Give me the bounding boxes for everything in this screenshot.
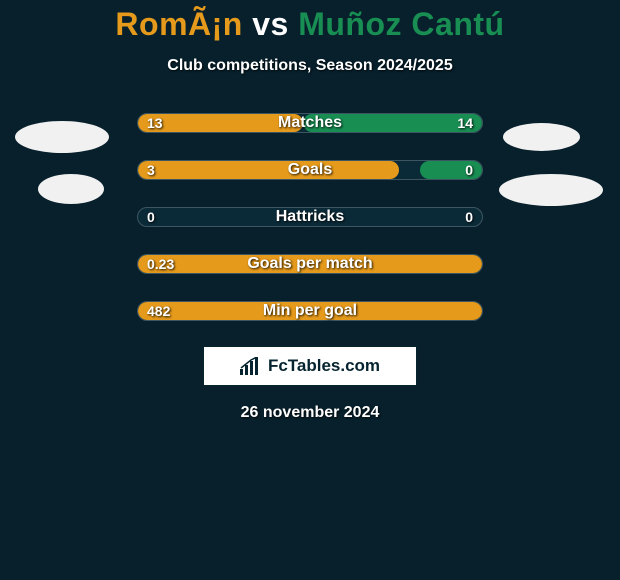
stat-bar-left bbox=[138, 114, 303, 132]
subtitle: Club competitions, Season 2024/2025 bbox=[0, 57, 620, 75]
stat-row: Goals30 bbox=[137, 160, 483, 180]
avatar-placeholder bbox=[499, 174, 603, 206]
avatar-placeholder bbox=[38, 174, 104, 204]
avatar-placeholder bbox=[503, 123, 580, 151]
chart-icon bbox=[240, 357, 262, 375]
stat-row: Matches1314 bbox=[137, 113, 483, 133]
logo-text: FcTables.com bbox=[268, 356, 380, 376]
stats-container: Matches1314 Goals30 Hattricks00 Goals per m… bbox=[137, 113, 483, 321]
fctables-logo: FcTables.com bbox=[203, 346, 417, 386]
footer-date: 26 november 2024 bbox=[0, 404, 620, 422]
vs-label: vs bbox=[252, 6, 289, 42]
stat-bar-bg bbox=[137, 113, 483, 133]
stat-bar-bg bbox=[137, 207, 483, 227]
stat-bar-bg bbox=[137, 254, 483, 274]
stat-row: Hattricks00 bbox=[137, 207, 483, 227]
avatar-placeholder bbox=[15, 121, 109, 153]
stat-row: Goals per match0.23 bbox=[137, 254, 483, 274]
stat-bar-right bbox=[303, 114, 482, 132]
stat-bar-left bbox=[138, 255, 482, 273]
stat-row: Min per goal482 bbox=[137, 301, 483, 321]
comparison-title: RomÃ¡n vs Muñoz Cantú bbox=[0, 0, 620, 43]
stat-bar-right bbox=[420, 161, 482, 179]
player1-name: RomÃ¡n bbox=[115, 6, 242, 42]
stat-bar-left bbox=[138, 161, 399, 179]
stat-bar-bg bbox=[137, 301, 483, 321]
player2-name: Muñoz Cantú bbox=[298, 6, 504, 42]
stat-bar-bg bbox=[137, 160, 483, 180]
stat-bar-left bbox=[138, 302, 482, 320]
